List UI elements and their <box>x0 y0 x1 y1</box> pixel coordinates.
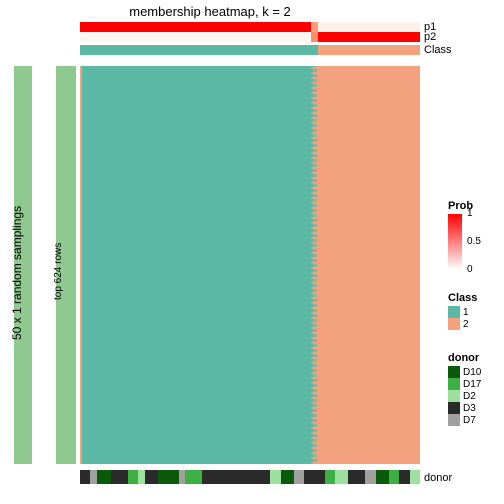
legend-label: D3 <box>463 403 476 414</box>
donor-segment <box>410 470 420 484</box>
legend-prob-tick: 0.5 <box>467 237 481 247</box>
donor-segment <box>335 470 349 484</box>
legend-label: D2 <box>463 391 476 402</box>
donor-segment <box>294 470 304 484</box>
donor-segment <box>90 470 97 484</box>
legend-donor: donor D10D17D2D3D7 <box>448 352 481 426</box>
legend-swatch <box>448 414 460 426</box>
donor-segment <box>365 470 375 484</box>
legend-class-title: Class <box>448 292 477 304</box>
legend-swatch <box>448 318 460 330</box>
legend-swatch <box>448 306 460 318</box>
legend-class-item: 1 <box>448 306 477 318</box>
donor-segment <box>399 470 409 484</box>
legend-donor-item: D7 <box>448 414 481 426</box>
donor-segment <box>376 470 390 484</box>
donor-segment <box>270 470 280 484</box>
legend-label: 2 <box>463 319 469 330</box>
donor-segment <box>389 470 399 484</box>
heatmap-body <box>80 66 420 464</box>
legend-donor-item: D3 <box>448 402 481 414</box>
donor-segment <box>348 470 365 484</box>
donor-segment <box>158 470 178 484</box>
legend-prob-tick: 0 <box>467 265 473 275</box>
legend-donor-item: D17 <box>448 378 481 390</box>
donor-annotation-label: donor <box>424 472 452 484</box>
top-anno-label-p2: p2 <box>424 31 436 43</box>
row-anno-inner-label: top 624 rows <box>53 243 64 300</box>
donor-segment <box>281 470 295 484</box>
legend-donor-item: D2 <box>448 390 481 402</box>
top-annotation <box>80 22 420 55</box>
legend-label: D10 <box>463 367 481 378</box>
heatmap-boundary-noise <box>311 66 317 464</box>
legend-label: 1 <box>463 307 469 318</box>
donor-segment <box>179 470 186 484</box>
legend-prob-tick: 1 <box>467 209 473 219</box>
top-anno-row-class <box>80 45 420 55</box>
donor-segment <box>97 470 111 484</box>
legend-label: D17 <box>463 379 481 390</box>
legend-class-item: 2 <box>448 318 477 330</box>
legend-donor-title: donor <box>448 352 481 364</box>
row-anno-outer-label: 50 x 1 random samplings <box>10 206 24 340</box>
legend-class: Class 12 <box>448 292 477 330</box>
donor-segment <box>138 470 145 484</box>
top-anno-row-p2 <box>80 32 420 42</box>
donor-segment <box>145 470 159 484</box>
legend-prob: Prob10.50 <box>448 200 473 270</box>
donor-segment <box>111 470 128 484</box>
donor-segment <box>304 470 324 484</box>
legend-prob-gradient <box>448 214 462 270</box>
donor-annotation <box>80 470 420 484</box>
donor-segment <box>325 470 335 484</box>
legend-swatch <box>448 402 460 414</box>
legend-swatch <box>448 378 460 390</box>
legend-swatch <box>448 366 460 378</box>
heatmap-block <box>318 66 420 464</box>
donor-segment <box>80 470 90 484</box>
chart-title: membership heatmap, k = 2 <box>0 4 420 19</box>
donor-segment <box>185 470 202 484</box>
legend-swatch <box>448 390 460 402</box>
heatmap-block <box>82 66 313 464</box>
top-anno-row-p1 <box>80 22 420 32</box>
legend-donor-item: D10 <box>448 366 481 378</box>
legend-label: D7 <box>463 415 476 426</box>
donor-segment <box>128 470 138 484</box>
donor-segment <box>202 470 270 484</box>
top-anno-label-class: Class <box>424 44 452 56</box>
